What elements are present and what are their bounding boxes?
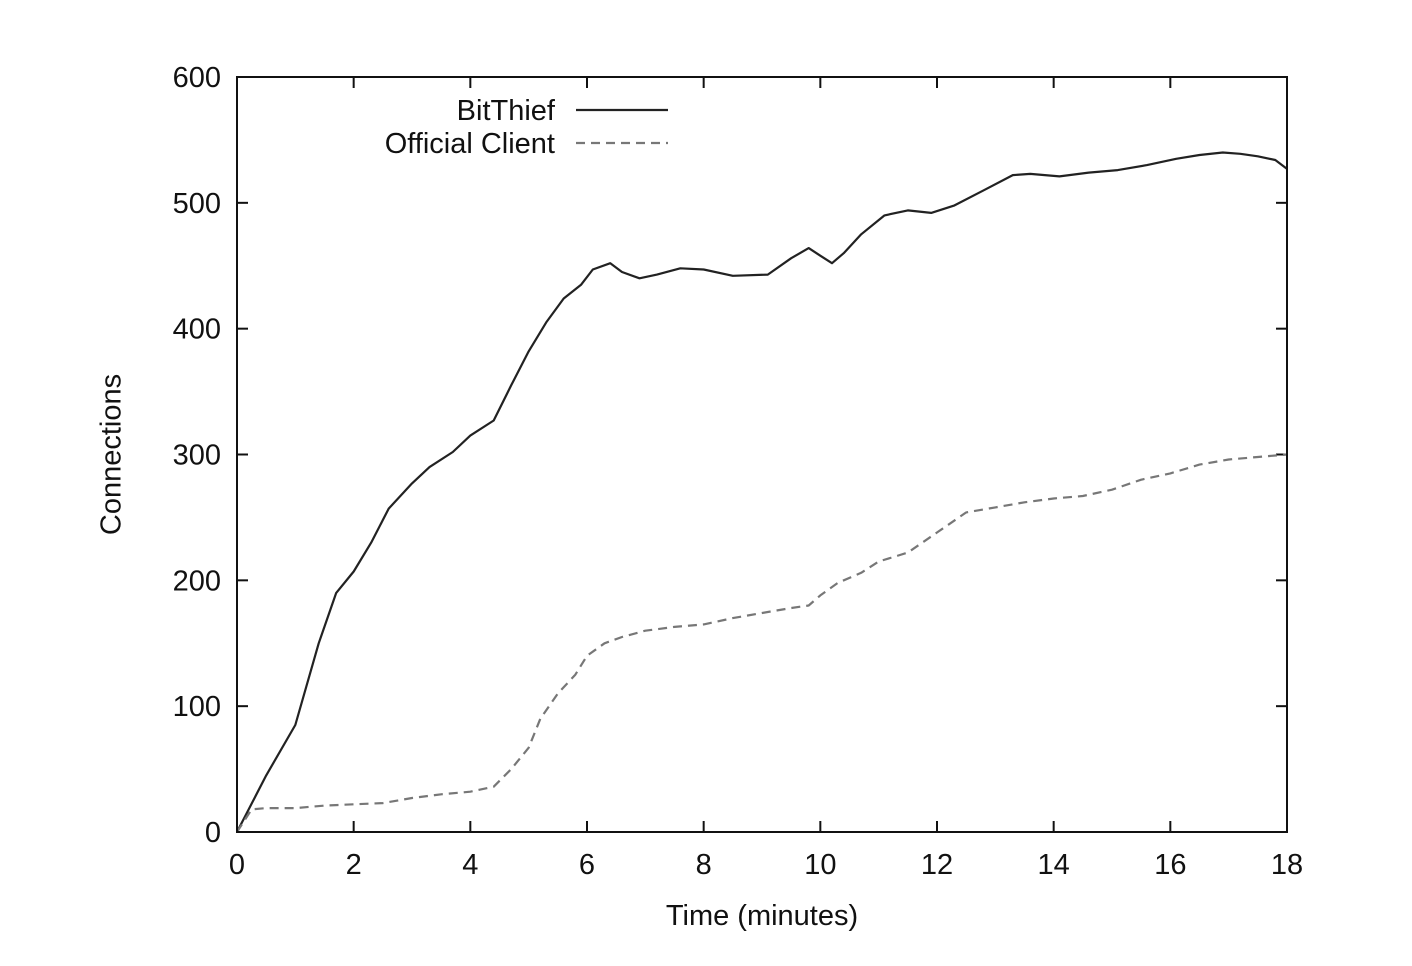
y-axis-label: Connections bbox=[96, 374, 128, 535]
x-tick-label: 0 bbox=[229, 849, 245, 881]
x-tick-label: 4 bbox=[462, 849, 478, 881]
x-tick-label: 12 bbox=[921, 849, 953, 881]
y-tick-label: 300 bbox=[173, 440, 221, 472]
y-tick-label: 500 bbox=[173, 188, 221, 220]
x-tick-label: 14 bbox=[1038, 849, 1070, 881]
x-tick-label: 18 bbox=[1271, 849, 1303, 881]
x-tick-label: 6 bbox=[579, 849, 595, 881]
y-tick-label: 400 bbox=[173, 314, 221, 346]
x-tick-label: 2 bbox=[346, 849, 362, 881]
y-tick-label: 200 bbox=[173, 565, 221, 597]
x-axis-label: Time (minutes) bbox=[666, 900, 858, 932]
legend-label: Official Client bbox=[385, 128, 555, 160]
x-tick-label: 10 bbox=[804, 849, 836, 881]
series-line-bitthief bbox=[236, 151, 1288, 833]
x-tick-label: 16 bbox=[1154, 849, 1186, 881]
y-tick-label: 0 bbox=[205, 817, 221, 849]
x-tick-label: 8 bbox=[696, 849, 712, 881]
series-layer bbox=[236, 151, 1288, 833]
plot-frame bbox=[236, 76, 1288, 833]
y-tick-label: 100 bbox=[173, 691, 221, 723]
legend-label: BitThief bbox=[457, 95, 556, 127]
ticks-layer: 0 2 4 6 8 10 12 14 16 18 0 100 200 300 400 500 600 bbox=[173, 62, 1304, 881]
series-line-official-client bbox=[236, 453, 1288, 833]
y-tick-label: 600 bbox=[173, 62, 221, 94]
